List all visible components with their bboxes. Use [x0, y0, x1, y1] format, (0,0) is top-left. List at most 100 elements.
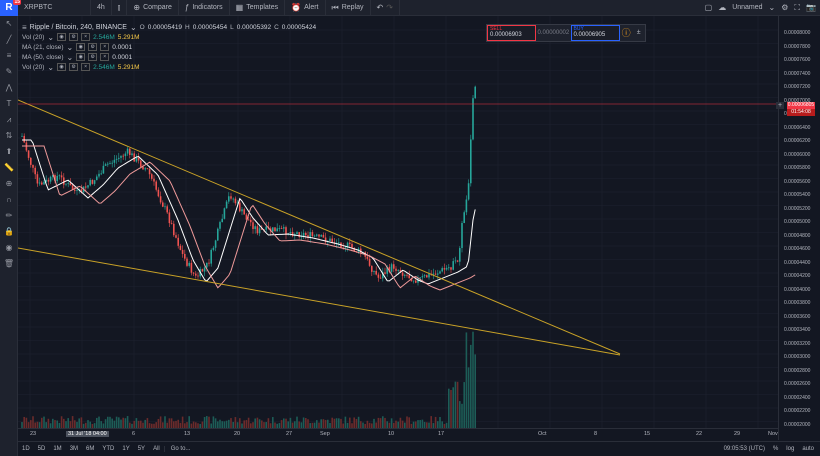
range-button[interactable]: 6M: [86, 446, 95, 452]
chart-type-button[interactable]: ⫾: [112, 0, 128, 16]
indicator-row[interactable]: Vol (20) ⌄ ◉ ⚙ × 2.546M 5.291M: [22, 62, 316, 72]
candle-body: [144, 168, 146, 170]
measure-icon[interactable]: 📏: [4, 163, 14, 172]
candle-body: [386, 266, 388, 274]
chevron-down-icon[interactable]: ⌄: [47, 32, 55, 42]
lock-icon[interactable]: 🔒: [4, 227, 14, 236]
templates-button[interactable]: ▦ Templates: [230, 0, 286, 16]
candle-body: [129, 148, 131, 155]
price-tick-label: 0.00007000: [784, 97, 811, 104]
brush-icon[interactable]: ✎: [5, 67, 13, 76]
arrow-up-icon[interactable]: ⬆: [5, 147, 13, 156]
chevron-down-icon[interactable]: ⌄: [66, 52, 74, 62]
candle-body: [203, 267, 206, 272]
chevron-down-icon[interactable]: ⌄: [66, 42, 74, 52]
settings-icon[interactable]: ⚙: [69, 33, 79, 41]
close-icon[interactable]: ×: [100, 53, 110, 61]
eye-icon[interactable]: ◉: [76, 43, 86, 51]
time-display[interactable]: 09:05:53 (UTC): [723, 446, 765, 452]
log-toggle[interactable]: log: [786, 446, 795, 452]
upper-trendline[interactable]: [18, 99, 621, 355]
compare-button[interactable]: ⊕ Compare: [127, 0, 179, 16]
replay-button[interactable]: ⏮ Replay: [326, 0, 371, 16]
range-button[interactable]: 1Y: [122, 446, 130, 452]
range-button[interactable]: 1D: [22, 446, 30, 452]
undo-icon[interactable]: ↶: [376, 3, 384, 12]
price-chart[interactable]: [18, 16, 778, 440]
buy-button[interactable]: BUY 0.00006905: [570, 25, 620, 41]
indicator-row[interactable]: MA (50, close) ⌄ ◉ ⚙ × 0.0001: [22, 52, 316, 62]
pencil-icon[interactable]: ✏: [5, 211, 13, 220]
settings-icon[interactable]: ⚙: [69, 63, 79, 71]
undo-redo[interactable]: ↶ ↷: [371, 0, 400, 16]
time-axis[interactable]: 31 Jul '18 04:00 23 6 13 20 27 Sep 10 17 Oct 8 15 2…: [18, 428, 778, 440]
lower-trendline[interactable]: [18, 247, 621, 356]
eye-icon[interactable]: ◉: [57, 63, 67, 71]
ruler-icon[interactable]: ⇅: [5, 131, 13, 140]
candle-body: [223, 208, 226, 219]
collapse-icon[interactable]: ≡: [22, 22, 27, 32]
fullscreen-icon[interactable]: ⛶: [794, 2, 801, 12]
cloud-icon[interactable]: ☁: [718, 3, 727, 12]
trash-icon[interactable]: 🗑: [3, 259, 15, 268]
range-button[interactable]: All: [153, 446, 160, 452]
camera-icon[interactable]: 📷: [806, 3, 816, 12]
range-button[interactable]: YTD: [102, 446, 115, 452]
eye-icon[interactable]: ◉: [5, 243, 13, 252]
indicators-button[interactable]: ƒ Indicators: [179, 0, 230, 16]
projection-icon[interactable]: ⩘: [6, 115, 12, 124]
info-icon[interactable]: ⓘ: [621, 28, 631, 38]
range-button[interactable]: 5D: [37, 446, 46, 452]
layout-icon[interactable]: ▢: [704, 3, 713, 12]
volume-bar: [344, 416, 347, 428]
zoom-icon[interactable]: ⊕: [5, 179, 13, 188]
app-logo[interactable]: R 15: [0, 0, 21, 16]
interval-button[interactable]: 4h: [91, 0, 112, 16]
volume-bar: [162, 422, 164, 428]
text-icon[interactable]: T: [6, 99, 12, 108]
range-button[interactable]: 5Y: [137, 446, 146, 452]
legend-title[interactable]: Ripple / Bitcoin, 240, BINANCE: [29, 23, 127, 31]
volume-bar: [85, 422, 87, 428]
plus-minus-icon[interactable]: ±: [636, 29, 641, 36]
eye-icon[interactable]: ◉: [76, 53, 86, 61]
percent-toggle[interactable]: %: [772, 446, 779, 452]
close-icon[interactable]: ×: [81, 63, 91, 71]
redo-icon[interactable]: ↷: [386, 3, 393, 12]
alert-button[interactable]: ⏰ Alert: [285, 0, 326, 16]
symbol-search[interactable]: XRPBTC: [18, 0, 91, 16]
fx-icon: ƒ: [184, 3, 190, 12]
eye-icon[interactable]: ◉: [57, 33, 67, 41]
cursor-icon[interactable]: ↖: [5, 19, 13, 28]
ma50-line: [22, 145, 476, 291]
fib-icon[interactable]: ≡: [6, 51, 12, 60]
goto-button[interactable]: Go to...: [163, 446, 197, 452]
chevron-down-icon[interactable]: ⌄: [47, 62, 55, 72]
candle-body: [241, 209, 243, 212]
volume-bar: [157, 418, 160, 428]
settings-icon[interactable]: ⚙: [781, 3, 789, 12]
magnet-icon[interactable]: ∩: [6, 195, 12, 204]
close-icon[interactable]: ×: [100, 43, 110, 51]
indicator-value-1: 0.0001: [112, 53, 133, 61]
trend-line-icon[interactable]: ╱: [6, 35, 12, 44]
settings-icon[interactable]: ⚙: [88, 43, 98, 51]
settings-icon[interactable]: ⚙: [88, 53, 98, 61]
volume-bar: [311, 422, 314, 428]
add-alert-icon[interactable]: +: [776, 102, 784, 109]
price-axis[interactable]: 0.00008000 0.00007800 0.00007600 0.00007400…: [778, 16, 820, 440]
chevron-down-icon[interactable]: ⌄: [129, 22, 137, 32]
indicator-row[interactable]: MA (21, close) ⌄ ◉ ⚙ × 0.0001: [22, 42, 316, 52]
range-button[interactable]: 1M: [53, 446, 62, 452]
indicator-row[interactable]: Vol (20) ⌄ ◉ ⚙ × 2.546M 5.291M: [22, 32, 316, 42]
range-button[interactable]: 3M: [69, 446, 79, 452]
pattern-icon[interactable]: ⋀: [5, 83, 13, 92]
sell-button[interactable]: SELL 0.00006903: [487, 25, 537, 41]
layout-name[interactable]: Unnamed: [732, 4, 763, 11]
close-icon[interactable]: ×: [81, 33, 91, 41]
auto-toggle[interactable]: auto: [802, 446, 814, 452]
candle-body: [93, 180, 96, 184]
chevron-down-icon[interactable]: ⌄: [768, 3, 776, 12]
candle-body: [109, 163, 111, 164]
volume-bar: [338, 418, 340, 428]
